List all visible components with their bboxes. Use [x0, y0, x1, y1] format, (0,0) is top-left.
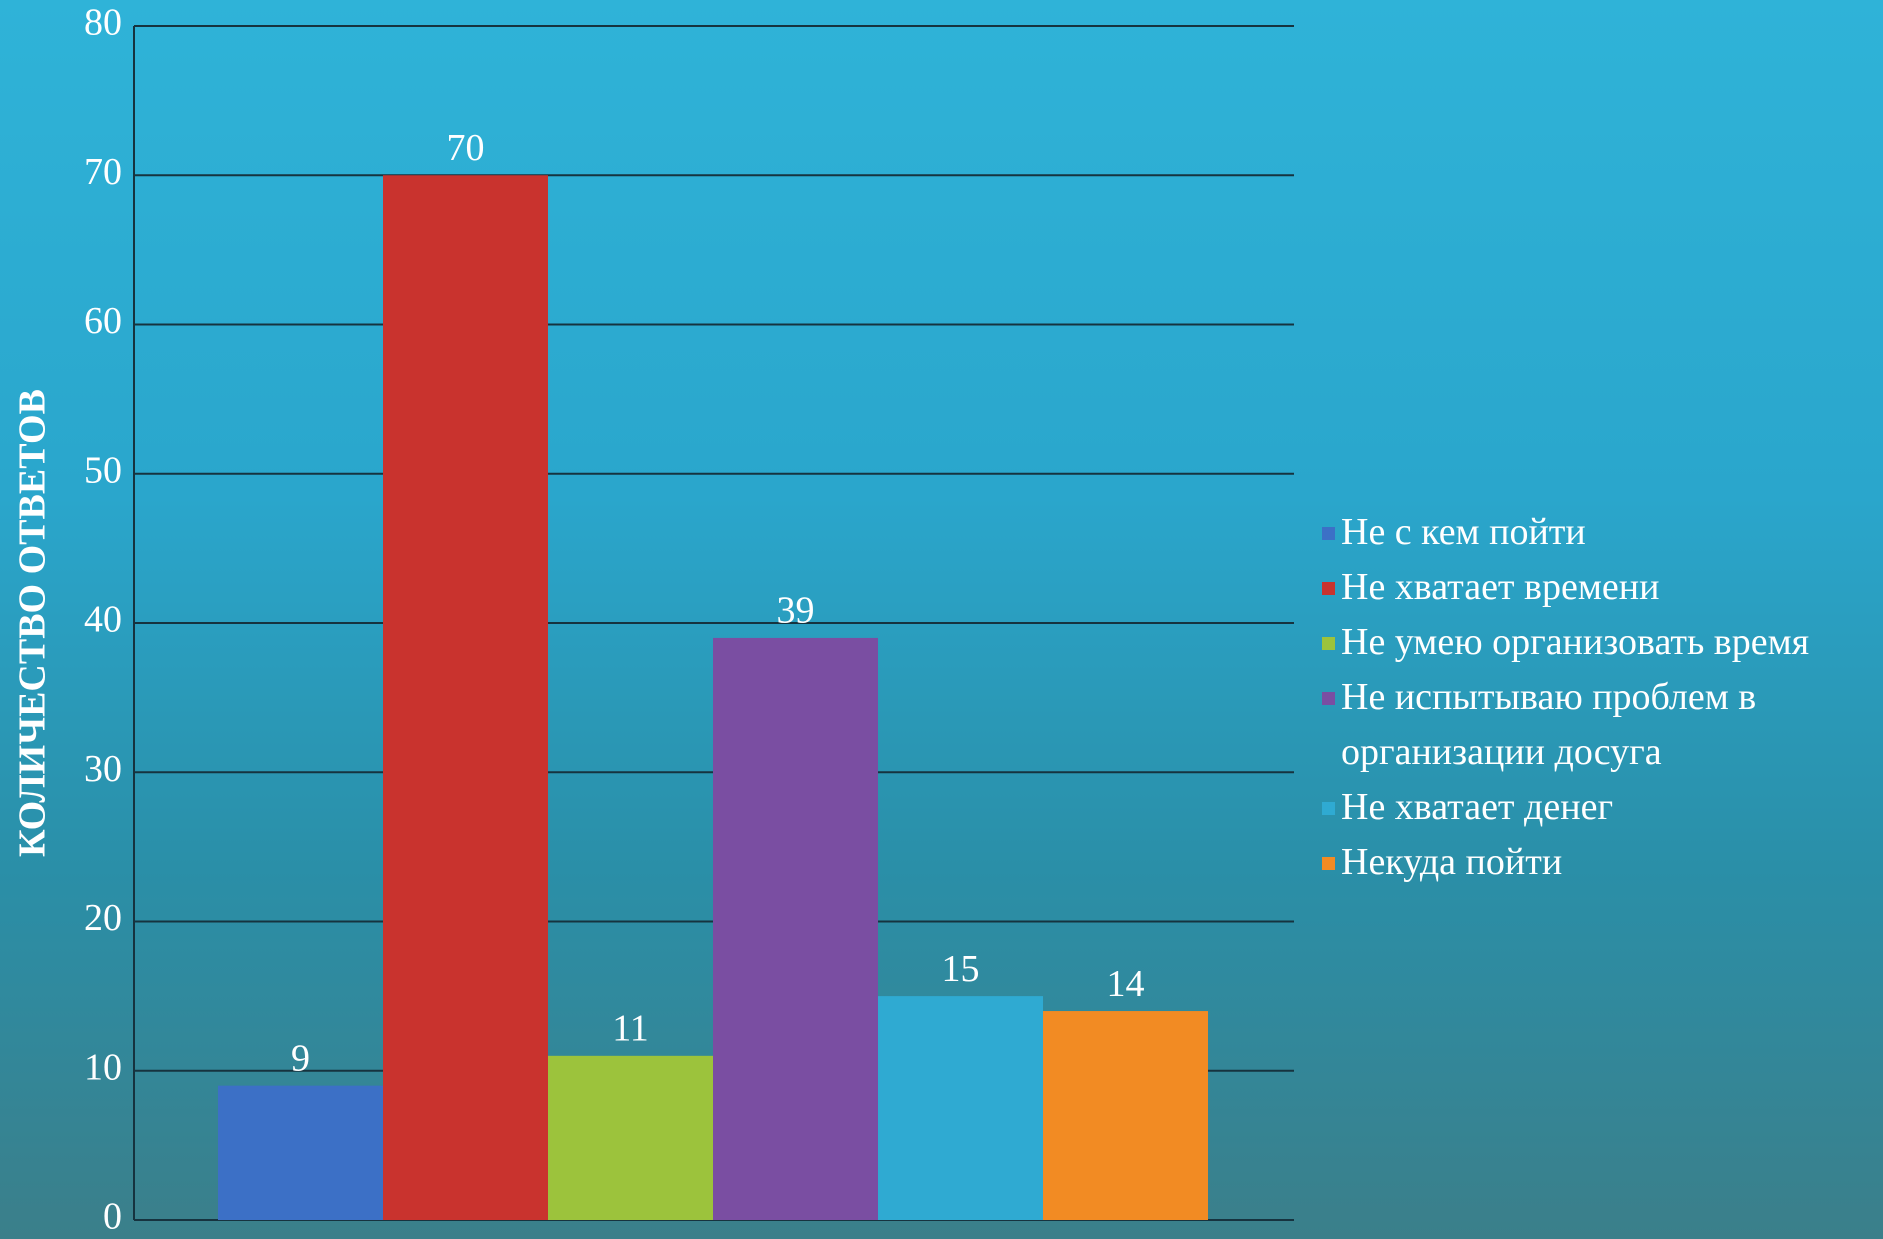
legend-item: Не с кем пойти [1322, 505, 1862, 560]
y-axis-label: КОЛИЧЕСТВО ОТВЕТОВ [12, 389, 54, 857]
bar [383, 175, 548, 1220]
y-tick-label: 20 [84, 897, 122, 939]
data-label: 14 [1107, 963, 1145, 1005]
legend-swatch [1322, 692, 1335, 705]
data-label: 70 [447, 127, 485, 169]
data-label: 9 [291, 1037, 310, 1079]
data-label: 39 [777, 590, 815, 632]
y-tick-label: 70 [84, 151, 122, 193]
legend-label: Не умею организовать время [1341, 621, 1810, 663]
legend-swatch [1322, 637, 1335, 650]
y-tick-label: 10 [84, 1046, 122, 1088]
bar [1043, 1011, 1208, 1220]
bar [218, 1085, 383, 1220]
bar [713, 637, 878, 1220]
legend: Не с кем пойти Не хватает времени Не умею … [1322, 505, 1862, 890]
y-tick-label: 50 [84, 449, 122, 491]
bar [878, 996, 1043, 1220]
legend-swatch [1322, 857, 1335, 870]
data-label: 15 [942, 948, 980, 990]
y-tick-label: 0 [103, 1196, 122, 1238]
bar [548, 1055, 713, 1220]
legend-label: Не испытываю проблем в организации досуг… [1341, 676, 1757, 773]
legend-label: Некуда пойти [1341, 841, 1563, 883]
legend-label: Не хватает денег [1341, 786, 1614, 828]
y-tick-label: 60 [84, 300, 122, 342]
y-tick-label: 30 [84, 748, 122, 790]
legend-swatch [1322, 527, 1335, 540]
y-tick-label: 80 [84, 2, 122, 44]
legend-item: Не хватает времени [1322, 560, 1862, 615]
data-label: 11 [612, 1008, 649, 1050]
legend-swatch [1322, 802, 1335, 815]
legend-item: Не умею организовать время [1322, 615, 1862, 670]
legend-label: Не с кем пойти [1341, 511, 1586, 553]
legend-label: Не хватает времени [1341, 566, 1660, 608]
y-tick-label: 40 [84, 599, 122, 641]
legend-item: Не хватает денег [1322, 780, 1862, 835]
legend-swatch [1322, 582, 1335, 595]
legend-item: Не испытываю проблем в организации досуг… [1322, 670, 1862, 780]
legend-item: Некуда пойти [1322, 835, 1862, 890]
